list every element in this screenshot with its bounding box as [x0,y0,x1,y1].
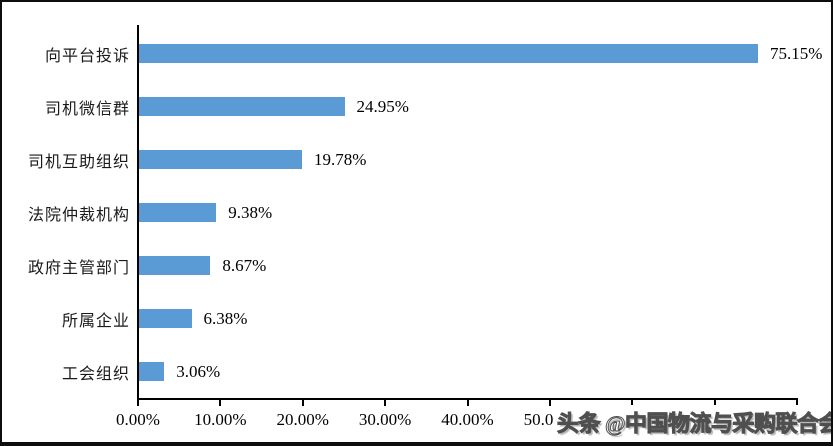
bar-row: 工会组织 3.06% [2,345,831,398]
value-label: 24.95% [356,96,409,116]
y-axis-line [137,25,139,400]
watermark: 头条 @中国物流与采购联合会 [554,405,831,438]
axis-tick [548,400,551,406]
tick-label: 0.00% [116,410,160,429]
axis-tick [631,400,634,406]
value-label: 75.15% [770,43,823,63]
bar [139,203,217,222]
axis-tick [219,400,222,406]
bar-row: 司机互助组织 19.78% [2,133,831,186]
value-label: 6.38% [203,308,248,328]
category-label: 政府主管部门 [27,259,130,277]
bar-row: 法院仲裁机构 9.38% [2,186,831,239]
x-axis-line [137,398,798,400]
axis-tick [713,400,716,406]
tick-label: 20.00% [276,410,329,429]
category-label: 法院仲裁机构 [27,206,130,224]
bar [139,362,165,381]
bar-row: 司机微信群 24.95% [2,80,831,133]
category-label: 司机微信群 [44,100,130,118]
value-label: 8.67% [222,255,267,275]
bar [139,309,192,328]
bar-row: 向平台投诉 75.15% [2,27,831,80]
category-label: 所属企业 [61,312,130,330]
axis-tick [137,400,139,406]
category-label: 向平台投诉 [44,47,130,65]
tick-label: 10.00% [194,410,247,429]
axis-tick [384,400,387,406]
category-label: 司机互助组织 [27,153,130,171]
tick-label: 40.00% [441,410,494,429]
axis-tick [796,400,798,406]
bar [139,44,759,63]
tick-label: 30.00% [358,410,412,429]
category-label: 工会组织 [61,365,130,383]
bar-row: 所属企业 6.38% [2,292,831,345]
axis-tick [466,400,469,406]
value-label: 19.78% [313,149,367,169]
value-label: 3.06% [176,361,221,381]
value-label: 9.38% [228,202,273,222]
axis-tick [301,400,304,406]
bar-row: 政府主管部门 8.67% [2,239,831,292]
bar [139,150,302,169]
bar [139,97,345,116]
bar [139,256,211,275]
